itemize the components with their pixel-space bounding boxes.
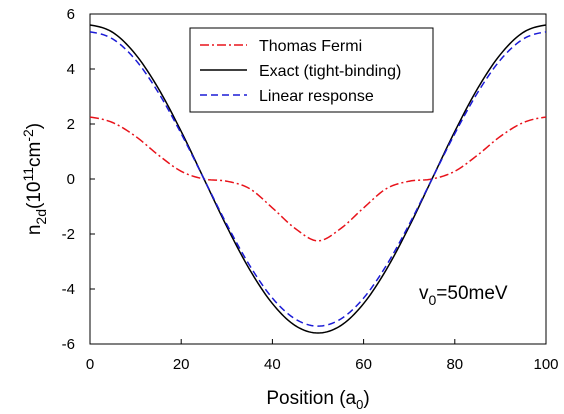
y-tick-label: 2 [67, 116, 75, 133]
x-tick-label: 20 [173, 356, 190, 373]
y-tick-label: 6 [67, 6, 75, 23]
y-tick-label: -2 [62, 226, 75, 243]
series-layer [89, 24, 547, 334]
series-line-linear-response [89, 31, 547, 327]
x-tick-label: 0 [86, 356, 94, 373]
x-tick-label: 60 [355, 356, 372, 373]
x-tick-label: 100 [533, 356, 558, 373]
series-line-exact-tight-binding [89, 24, 547, 334]
x-axis-label: Position (a0) [266, 388, 369, 412]
legend-label-linear-response: Linear response [259, 88, 374, 105]
axis-ticks: 0 20 40 60 80 100 -6 -4 -2 0 2 4 6 [62, 6, 559, 373]
y-tick-label: -4 [62, 281, 75, 298]
x-tick-label: 40 [264, 356, 281, 373]
y-tick-label: -6 [62, 336, 75, 353]
y-tick-label: 4 [67, 61, 75, 78]
legend-label-thomas-fermi: Thomas Fermi [259, 38, 362, 55]
legend: Thomas Fermi Exact (tight-binding) Linea… [189, 27, 434, 113]
annotation-v0: v0=50meV [419, 283, 508, 308]
series-line-thomas-fermi [89, 116, 547, 242]
y-tick-label: 0 [67, 171, 75, 188]
y-axis-label: n2d(1011cm-2) [20, 123, 49, 235]
x-tick-label: 80 [446, 356, 463, 373]
legend-label-exact: Exact (tight-binding) [259, 63, 401, 80]
